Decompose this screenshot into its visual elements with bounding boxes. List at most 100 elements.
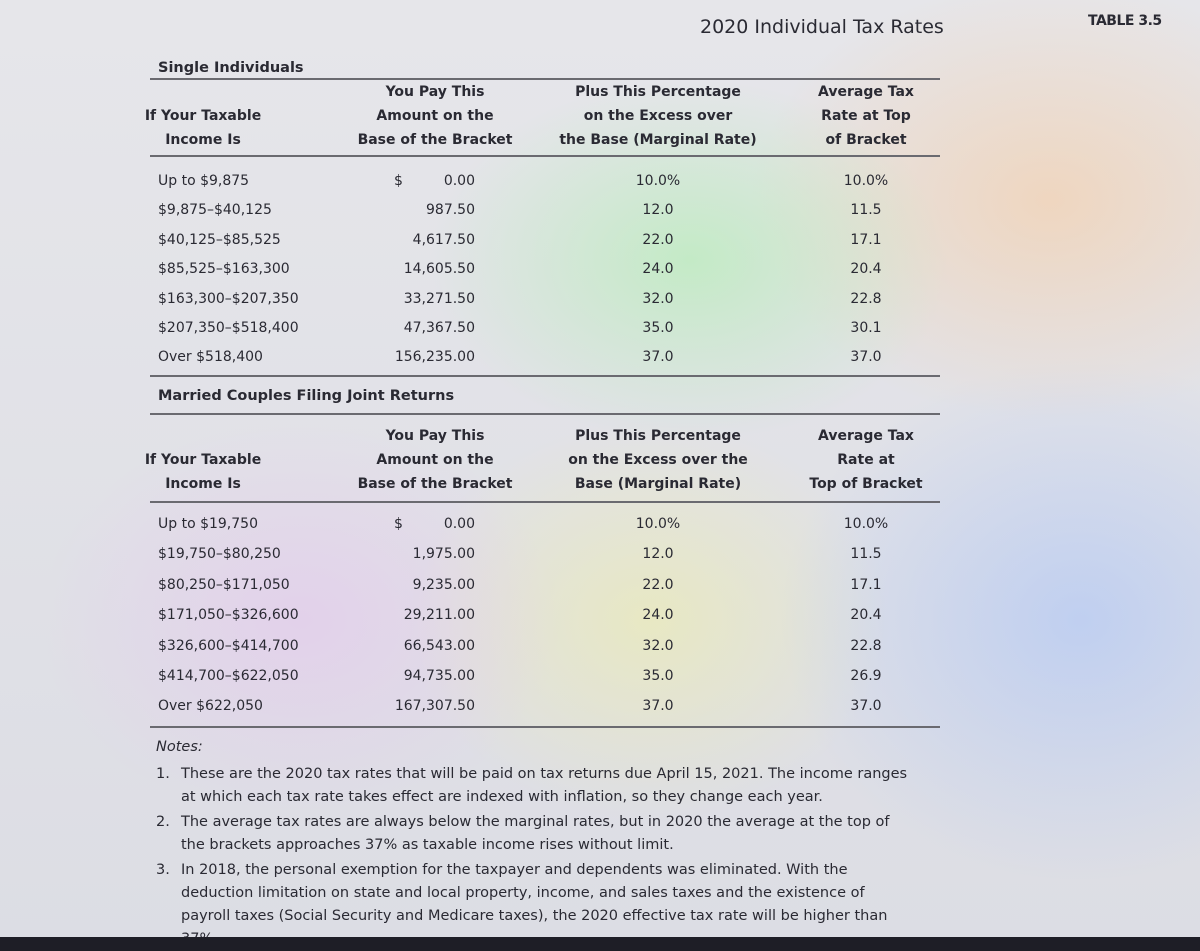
base-amount: 29,211.00 — [403, 607, 475, 624]
base-amount: 1,975.00 — [412, 546, 475, 563]
income-range: Up to $9,875 — [158, 173, 250, 189]
frame — [0, 937, 1200, 951]
column-header: Plus This Percentage on the Excess over th… — [548, 80, 768, 152]
income-range: Up to $19,750 — [158, 516, 258, 532]
header-line: Income Is — [165, 132, 241, 148]
header-line: Base (Marginal Rate) — [574, 476, 742, 492]
base-amount: 0.00 — [443, 516, 475, 532]
average-rate: 11.5 — [850, 202, 882, 219]
income-range: $326,600–$414,700 — [158, 637, 299, 654]
average-rate: 26.9 — [850, 668, 882, 684]
note-text: In 2018, the personal exemption for the … — [181, 862, 888, 947]
currency-symbol: $ — [394, 173, 403, 189]
column-header: Average Tax Rate at Top of Bracket — [756, 424, 976, 496]
base-amount: 94,735.00 — [403, 668, 475, 684]
marginal-rate: 24.0 — [642, 261, 674, 278]
column-header: Average Tax Rate at Top of Bracket — [756, 80, 976, 152]
marginal-rate: 22.0 — [642, 231, 674, 248]
header-line: If Your Taxable — [144, 452, 262, 468]
average-rate: 11.5 — [850, 546, 882, 563]
marginal-rate: 35.0 — [642, 320, 674, 336]
marginal-rate: 10.0% — [635, 516, 681, 532]
income-range: $414,700–$622,050 — [158, 668, 299, 684]
header-line: Amount on the — [376, 108, 494, 124]
base-amount: 14,605.50 — [403, 261, 475, 278]
marginal-rate: 32.0 — [642, 637, 674, 654]
header-line: Amount on the — [376, 452, 494, 468]
rule — [150, 413, 940, 415]
average-rate: 20.4 — [850, 607, 882, 624]
note-item: 2. The average tax rates are always below… — [156, 811, 916, 857]
income-range: Over $622,050 — [158, 698, 263, 715]
average-rate: 37.0 — [850, 698, 882, 715]
average-rate: 20.4 — [850, 261, 882, 278]
header-line: the Base (Marginal Rate) — [559, 132, 757, 148]
average-rate: 17.1 — [850, 576, 882, 593]
column-header: Plus This Percentage on the Excess over t… — [548, 424, 768, 496]
note-marker: 1. — [156, 766, 170, 782]
rule — [150, 501, 940, 503]
note-text: The average tax rates are always below t… — [181, 814, 890, 853]
note-text: These are the 2020 tax rates that will b… — [181, 766, 908, 805]
column-header: If Your Taxable Income Is — [93, 104, 313, 152]
header-line: Rate at — [837, 452, 895, 468]
average-rate: 37.0 — [850, 349, 882, 366]
base-amount: 987.50 — [426, 202, 475, 219]
header-line: You Pay This — [385, 428, 485, 444]
base-amount: 0.00 — [443, 173, 475, 189]
marginal-rate: 24.0 — [642, 607, 674, 624]
base-amount: 4,617.50 — [412, 231, 475, 248]
average-rate: 22.8 — [850, 637, 882, 654]
header-line: If Your Taxable — [144, 108, 262, 124]
marginal-rate: 10.0% — [635, 173, 681, 189]
note-marker: 3. — [156, 862, 170, 878]
header-line: Income Is — [165, 476, 241, 492]
base-amount: 66,543.00 — [403, 637, 475, 654]
income-range: $9,875–$40,125 — [158, 202, 272, 219]
header-line: Plus This Percentage — [575, 428, 741, 444]
section-heading: Married Couples Filing Joint Returns — [158, 388, 455, 404]
header-line: Base of the Bracket — [357, 132, 513, 148]
column-header: If Your Taxable Income Is — [93, 448, 313, 496]
rule — [150, 726, 940, 728]
income-range: Over $518,400 — [158, 349, 263, 366]
header-line: Base of the Bracket — [357, 476, 513, 492]
income-range: $85,525–$163,300 — [158, 261, 290, 278]
income-range: $207,350–$518,400 — [158, 320, 299, 336]
income-range: $40,125–$85,525 — [158, 231, 281, 248]
average-rate: 10.0% — [843, 516, 889, 532]
income-range: $80,250–$171,050 — [158, 576, 290, 593]
marginal-rate: 22.0 — [642, 576, 674, 593]
base-amount: 47,367.50 — [403, 320, 475, 336]
notes: Notes: 1. These are the 2020 tax rates th… — [156, 736, 916, 951]
header-line: You Pay This — [385, 84, 485, 100]
column-header: You Pay This Amount on the Base of the Bra… — [325, 80, 545, 152]
header-line: Average Tax — [818, 428, 914, 444]
note-item: 3. In 2018, the personal exemption for th… — [156, 859, 916, 951]
column-header: You Pay This Amount on the Base of the Bra… — [325, 424, 545, 496]
title: 2020 Individual Tax Rates — [700, 16, 944, 38]
header-line: Rate at Top — [821, 108, 911, 124]
note-marker: 2. — [156, 814, 170, 830]
marginal-rate: 12.0 — [642, 546, 674, 563]
rule — [150, 155, 940, 157]
base-amount: 9,235.00 — [412, 576, 475, 593]
marginal-rate: 37.0 — [642, 349, 674, 366]
rule — [150, 78, 940, 80]
base-amount: 156,235.00 — [394, 349, 475, 366]
average-rate: 10.0% — [843, 173, 889, 189]
income-range: $163,300–$207,350 — [158, 290, 299, 307]
rule — [150, 375, 940, 377]
average-rate: 17.1 — [850, 231, 882, 248]
base-amount: 167,307.50 — [394, 698, 475, 715]
marginal-rate: 32.0 — [642, 290, 674, 307]
table-label: TABLE 3.5 — [1088, 13, 1162, 29]
marginal-rate: 12.0 — [642, 202, 674, 219]
header-line: Top of Bracket — [809, 476, 923, 492]
average-rate: 22.8 — [850, 290, 882, 307]
income-range: $19,750–$80,250 — [158, 546, 281, 563]
note-item: 1. These are the 2020 tax rates that will… — [156, 763, 916, 809]
marginal-rate: 35.0 — [642, 668, 674, 684]
currency-symbol: $ — [394, 516, 403, 532]
